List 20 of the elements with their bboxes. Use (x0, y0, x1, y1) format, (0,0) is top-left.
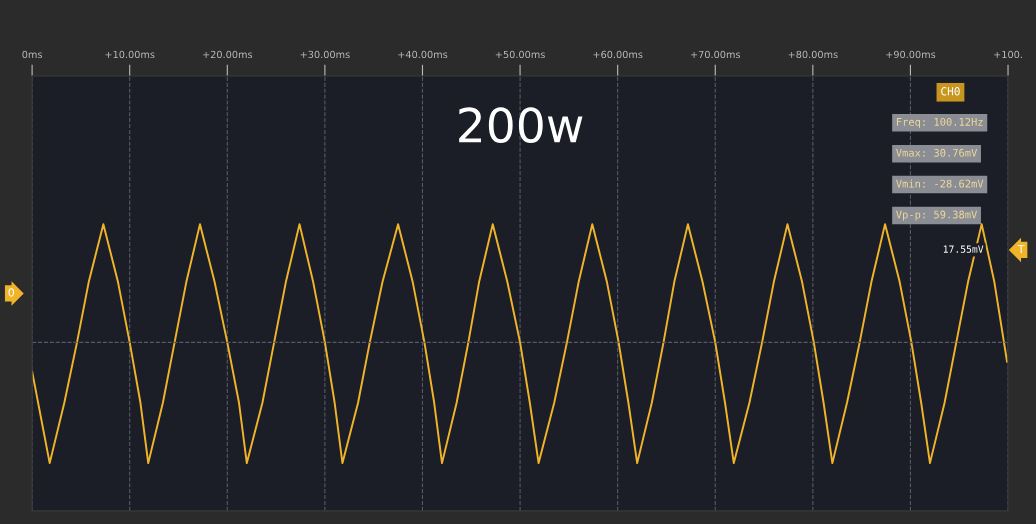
chart-title: 200w (459, 107, 583, 143)
text: T (1017, 244, 1025, 254)
x-tick-label: +80.00ms (788, 50, 838, 59)
x-tick-label: +100. (994, 50, 1022, 59)
text: CH0 (941, 87, 960, 96)
x-tick-label: +60.00ms (593, 50, 643, 59)
x-tick-label: +20.00ms (203, 50, 253, 59)
x-tick-label: +90.00ms (886, 50, 936, 59)
text: 0 (8, 288, 15, 297)
text: Freq: 100.12Hz (896, 117, 983, 128)
text: Vmax: 30.76mV (896, 148, 978, 157)
text: Vmin: -28.62mV (896, 179, 984, 188)
text: Vp-p: 59.38mV (896, 210, 978, 221)
x-tick-label: 0ms (22, 50, 42, 59)
x-tick-label: +70.00ms (691, 50, 741, 59)
x-tick-label: +50.00ms (495, 50, 545, 59)
annotation: 17.55mV (943, 245, 984, 253)
x-tick-label: +40.00ms (398, 50, 448, 59)
x-tick-label: +10.00ms (105, 50, 155, 59)
x-tick-label: +30.00ms (300, 50, 350, 59)
